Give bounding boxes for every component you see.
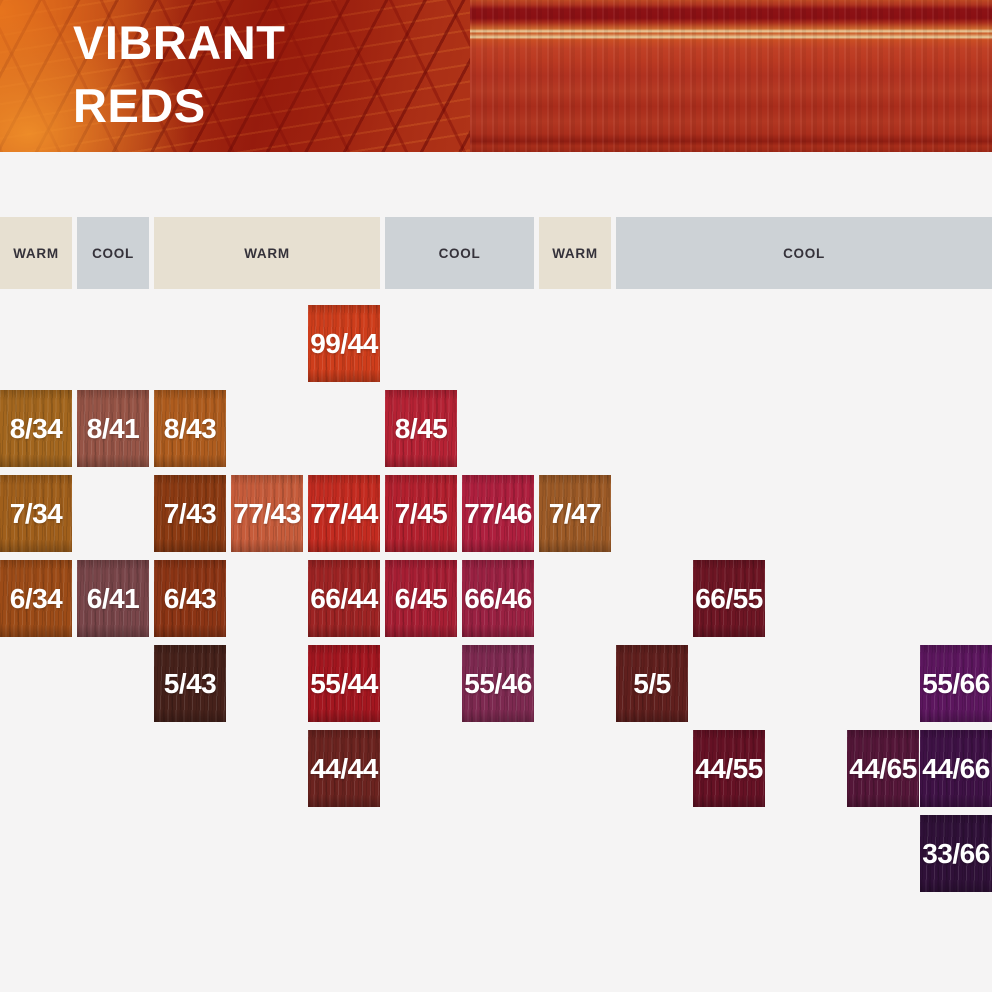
temperature-band-label: WARM <box>244 245 290 261</box>
shade-code-label: 7/45 <box>394 497 448 529</box>
shade-code-label: 8/34 <box>9 412 63 444</box>
shade-code-label: 7/47 <box>548 497 602 529</box>
shade-code-label: 55/44 <box>310 667 378 699</box>
shade-code-label: 66/46 <box>464 582 532 614</box>
shade-swatch-77-43: 77/43 <box>231 475 303 552</box>
shade-code-label: 77/44 <box>310 497 378 529</box>
temperature-band-cool: COOL <box>616 217 992 289</box>
shade-swatch-8-45: 8/45 <box>385 390 457 467</box>
shade-code-label: 7/43 <box>163 497 217 529</box>
shade-swatch-66-55: 66/55 <box>693 560 765 637</box>
temperature-band-warm: WARM <box>154 217 380 289</box>
shade-swatch-55-44: 55/44 <box>308 645 380 722</box>
shade-code-label: 77/43 <box>233 497 301 529</box>
temperature-band-label: COOL <box>92 245 134 261</box>
banner-streak-graphic <box>470 0 992 152</box>
shade-code-label: 66/55 <box>695 582 763 614</box>
shade-swatch-44-66: 44/66 <box>920 730 992 807</box>
temperature-band-label: WARM <box>552 245 598 261</box>
temperature-band-label: WARM <box>13 245 59 261</box>
temperature-band-warm: WARM <box>539 217 611 289</box>
temperature-band-cool: COOL <box>385 217 534 289</box>
shade-code-label: 55/66 <box>922 667 990 699</box>
shade-swatch-44-55: 44/55 <box>693 730 765 807</box>
shade-code-label: 6/43 <box>163 582 217 614</box>
shade-swatch-6-45: 6/45 <box>385 560 457 637</box>
shade-swatch-6-43: 6/43 <box>154 560 226 637</box>
shade-code-label: 6/34 <box>9 582 63 614</box>
shade-swatch-99-44: 99/44 <box>308 305 380 382</box>
shade-swatch-5-43: 5/43 <box>154 645 226 722</box>
shade-code-label: 8/41 <box>86 412 140 444</box>
shade-swatch-77-44: 77/44 <box>308 475 380 552</box>
shade-code-label: 44/44 <box>310 752 378 784</box>
shade-swatch-8-43: 8/43 <box>154 390 226 467</box>
temperature-band-warm: WARM <box>0 217 72 289</box>
shade-swatch-66-46: 66/46 <box>462 560 534 637</box>
shade-swatch-55-46: 55/46 <box>462 645 534 722</box>
shade-code-label: 8/43 <box>163 412 217 444</box>
shade-swatch-44-44: 44/44 <box>308 730 380 807</box>
shade-swatch-8-41: 8/41 <box>77 390 149 467</box>
shade-swatch-7-34: 7/34 <box>0 475 72 552</box>
shade-swatch-77-46: 77/46 <box>462 475 534 552</box>
shade-swatch-7-47: 7/47 <box>539 475 611 552</box>
shade-code-label: 44/55 <box>695 752 763 784</box>
shade-code-label: 6/41 <box>86 582 140 614</box>
shade-code-label: 99/44 <box>310 327 378 359</box>
shade-swatch-33-66: 33/66 <box>920 815 992 892</box>
header-banner: VIBRANT REDS <box>0 0 992 152</box>
shade-code-label: 55/46 <box>464 667 532 699</box>
red-glass-building-image <box>0 0 478 152</box>
shade-swatch-6-41: 6/41 <box>77 560 149 637</box>
shade-swatch-7-45: 7/45 <box>385 475 457 552</box>
shade-code-label: 44/65 <box>849 752 917 784</box>
page-title-line-1: VIBRANT <box>73 16 286 69</box>
shade-code-label: 5/43 <box>163 667 217 699</box>
shade-code-label: 66/44 <box>310 582 378 614</box>
shade-swatch-7-43: 7/43 <box>154 475 226 552</box>
temperature-band-label: COOL <box>438 245 481 261</box>
shade-code-label: 77/46 <box>464 497 532 529</box>
page-title-line-2: REDS <box>73 79 206 132</box>
shade-code-label: 6/45 <box>394 582 448 614</box>
shade-code-label: 44/66 <box>922 752 990 784</box>
shade-code-label: 33/66 <box>922 837 990 869</box>
temperature-band-label: COOL <box>783 245 825 261</box>
shade-swatch-6-34: 6/34 <box>0 560 72 637</box>
shade-code-label: 7/34 <box>9 497 63 529</box>
shade-code-label: 8/45 <box>394 412 448 444</box>
shade-swatch-66-44: 66/44 <box>308 560 380 637</box>
shade-swatch-5-5: 5/5 <box>616 645 688 722</box>
page-title: VIBRANT REDS <box>73 11 285 137</box>
temperature-band-cool: COOL <box>77 217 149 289</box>
shade-swatch-55-66: 55/66 <box>920 645 992 722</box>
shade-swatch-8-34: 8/34 <box>0 390 72 467</box>
shade-code-label: 5/5 <box>633 667 671 699</box>
shade-swatch-44-65: 44/65 <box>847 730 919 807</box>
